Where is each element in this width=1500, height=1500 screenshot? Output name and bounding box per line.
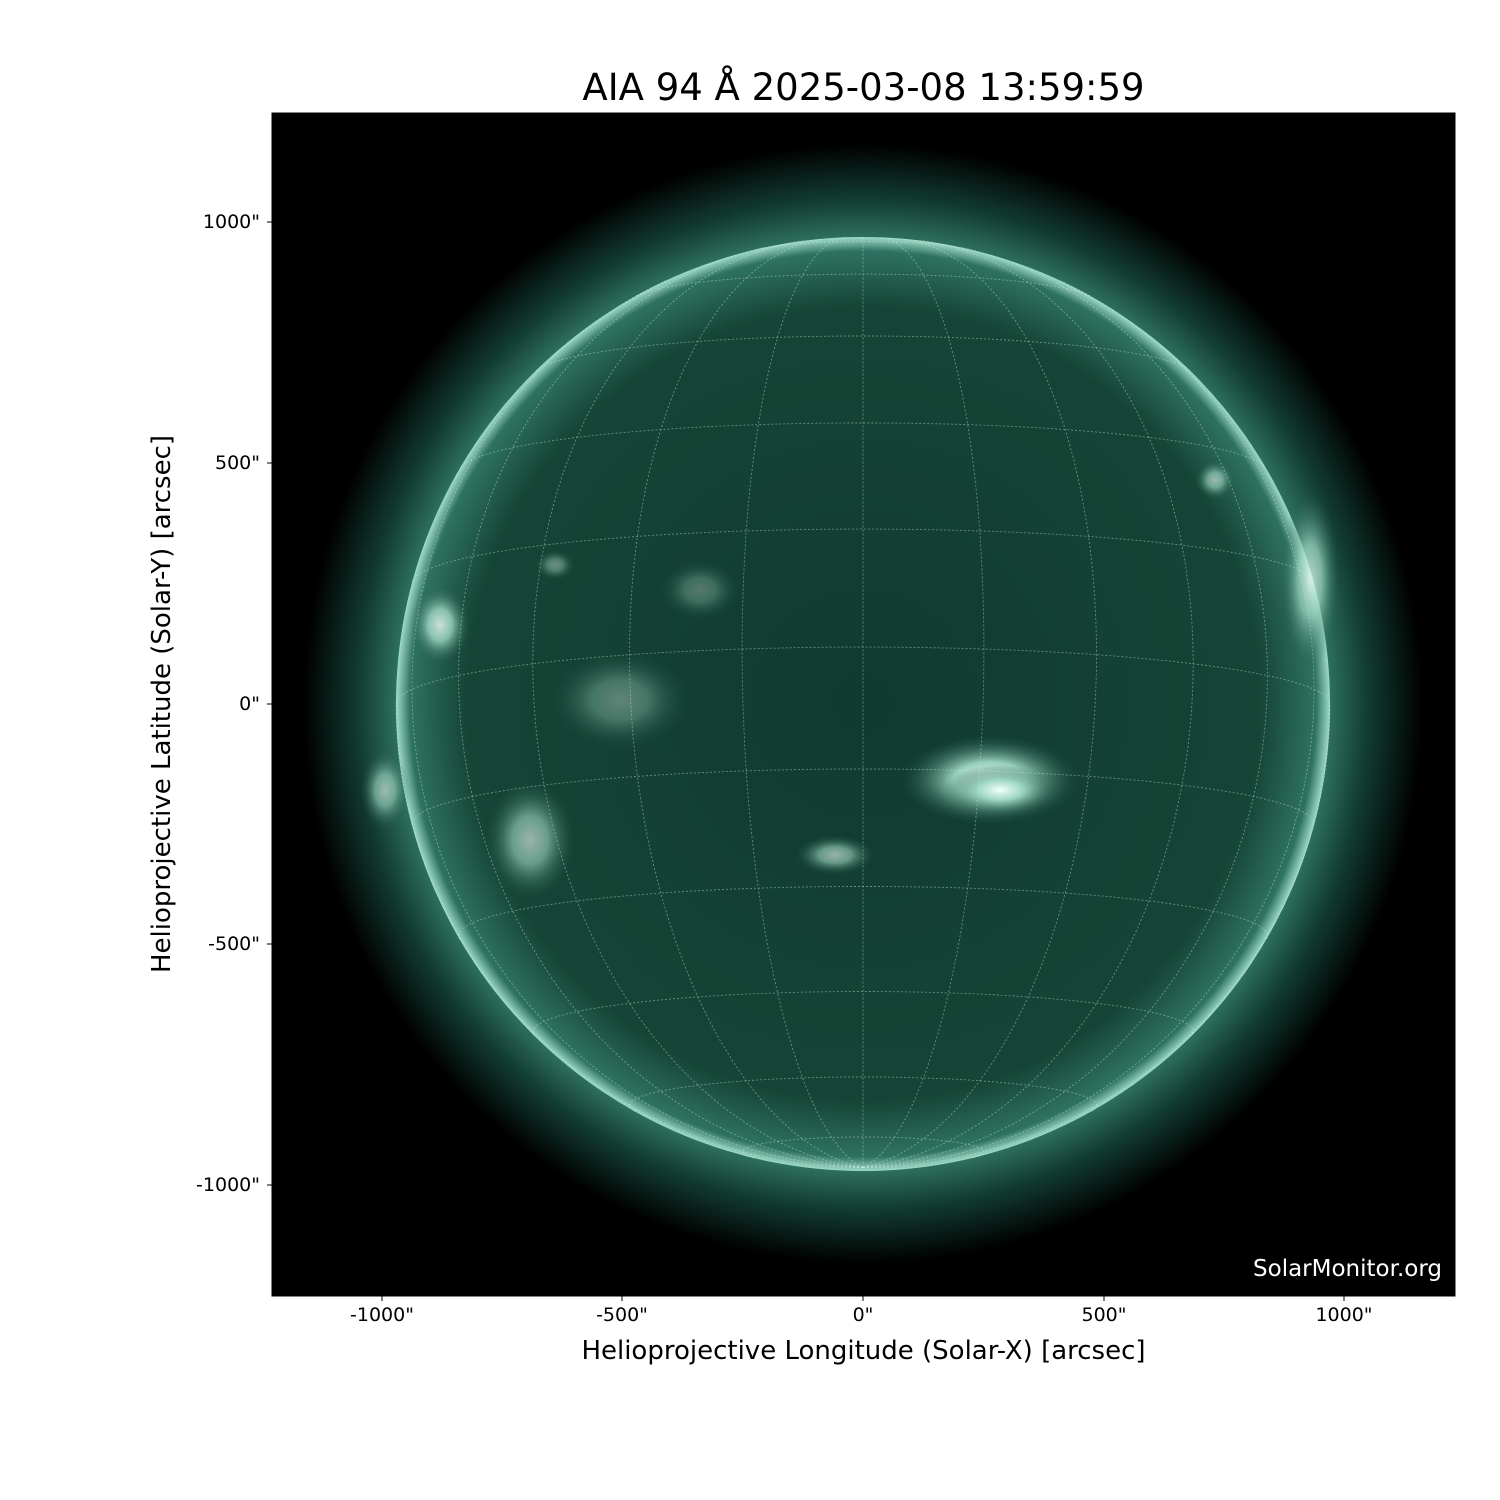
- latitude-line: [458, 886, 1268, 940]
- longitude-line: [411, 280, 864, 1168]
- bright-region: [535, 550, 575, 580]
- plot-title: AIA 94 Å 2025-03-08 13:59:59: [582, 66, 1145, 109]
- latitude-line: [532, 991, 1194, 1037]
- bright-region: [795, 835, 875, 875]
- longitude-line: [458, 246, 864, 1168]
- longitude-line: [862, 280, 1315, 1168]
- bright-region: [945, 765, 1055, 815]
- bright-region: [360, 750, 410, 830]
- y-axis-label: Helioprojective Latitude (Solar-Y) [arcs…: [147, 434, 177, 974]
- longitude-line: [862, 240, 1194, 1168]
- latitude-line: [629, 1076, 1097, 1112]
- x-tick-label: -500": [596, 1304, 648, 1326]
- latitude-line: [411, 528, 1315, 583]
- bright-region: [1280, 490, 1340, 670]
- longitude-line: [532, 240, 864, 1168]
- latitude-line: [636, 273, 1090, 297]
- latitude-line: [535, 335, 1191, 371]
- longitude-line: [862, 238, 1097, 1168]
- y-tick-label: 0": [239, 693, 260, 715]
- solar-disk: [396, 237, 1330, 1171]
- longitude-line: [862, 246, 1268, 1168]
- credit-watermark: SolarMonitor.org: [1253, 1256, 1442, 1282]
- longitude-line: [741, 236, 864, 1168]
- latitude-line: [460, 422, 1266, 468]
- bright-region: [660, 560, 740, 620]
- heliographic-grid: [395, 236, 1331, 1168]
- active-regions: [360, 460, 1340, 900]
- y-tick-label: 1000": [202, 211, 260, 233]
- bright-region: [485, 780, 575, 900]
- latitude-line: [741, 1136, 985, 1159]
- longitude-line: [395, 703, 864, 1168]
- longitude-line: [862, 703, 1331, 1168]
- x-tick-label: 1000": [1315, 1304, 1373, 1326]
- longitude-line: [862, 236, 985, 1168]
- longitude-line: [629, 238, 864, 1168]
- bright-region: [410, 585, 470, 665]
- x-tick-label: 0": [852, 1304, 874, 1326]
- tick-marks: [267, 221, 1345, 1301]
- x-axis-label: Helioprojective Longitude (Solar-X) [arc…: [581, 1336, 1146, 1366]
- y-tick-label: -500": [208, 933, 260, 955]
- bright-region: [1195, 460, 1235, 500]
- x-tick-label: -1000": [350, 1304, 414, 1326]
- x-tick-label: 500": [1081, 1304, 1127, 1326]
- latitude-line: [411, 768, 1315, 825]
- latitude-line: [395, 646, 1331, 705]
- y-tick-label: 500": [214, 452, 260, 474]
- y-tick-label: -1000": [196, 1174, 260, 1196]
- bright-region: [550, 650, 690, 750]
